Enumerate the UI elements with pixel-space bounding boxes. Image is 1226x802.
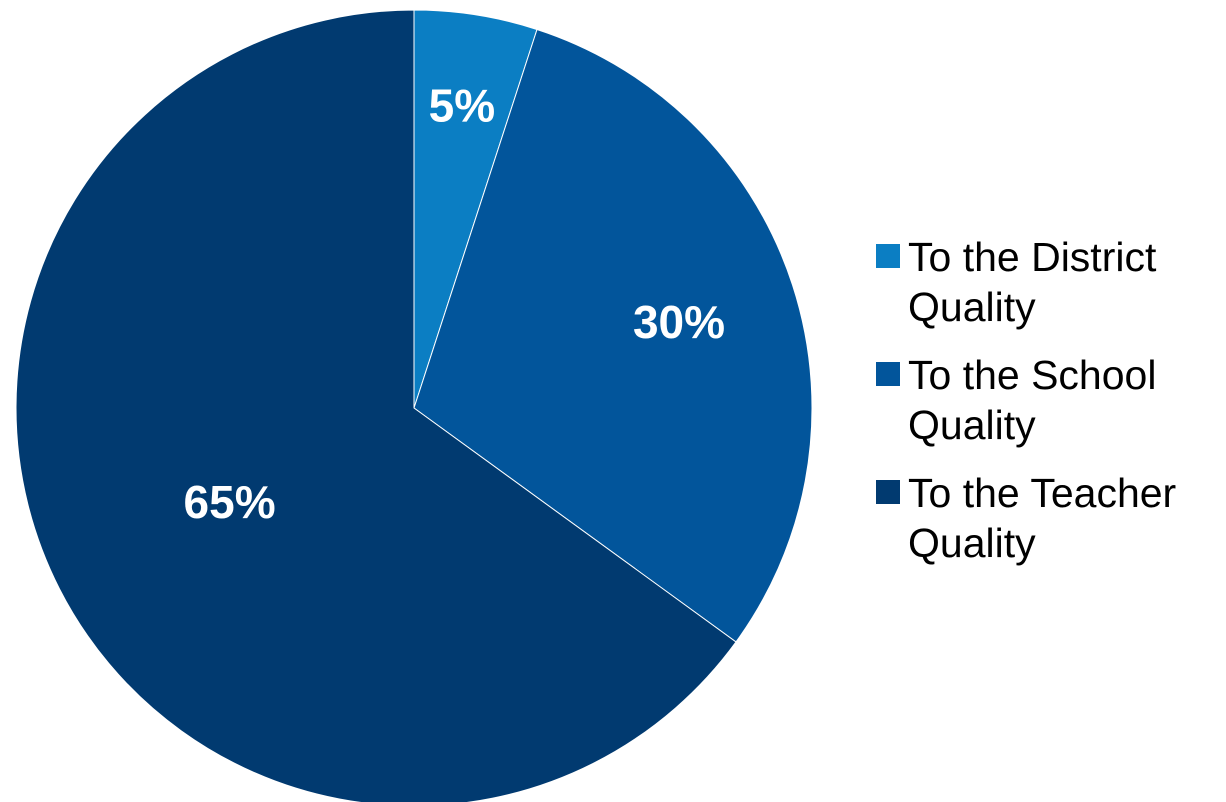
data-label-2: 30% (633, 296, 725, 348)
legend-entry-2: To the School Quality (876, 352, 1156, 448)
legend-entry-3: To the Teacher Quality (876, 470, 1176, 566)
data-label-1: 5% (429, 79, 495, 131)
legend-swatch-2 (876, 362, 900, 386)
pie-slice-2 (413, 28, 813, 643)
legend-label-1: To the District Quality (908, 234, 1157, 330)
pie-data-labels: 5% 30% 65% (184, 79, 725, 528)
legend: To the District Quality To the School Quali… (876, 234, 1176, 566)
legend-label-3: To the Teacher Quality (908, 470, 1176, 566)
legend-label-2: To the School Quality (908, 352, 1156, 448)
legend-swatch-3 (876, 480, 900, 504)
data-label-3: 65% (184, 476, 276, 528)
legend-entry-1: To the District Quality (876, 234, 1157, 330)
pie-slices (15, 9, 813, 802)
pie-slice-3 (15, 9, 737, 802)
legend-swatch-1 (876, 244, 900, 268)
